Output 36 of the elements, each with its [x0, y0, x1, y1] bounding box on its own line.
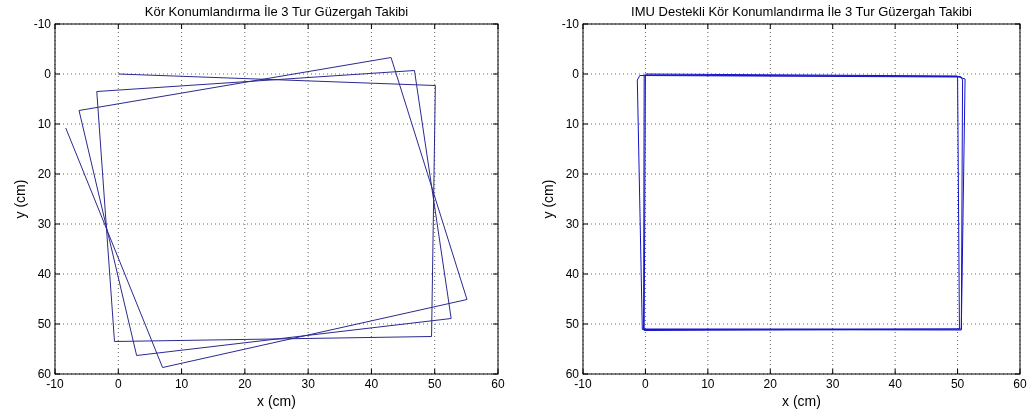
x-tick-label: 40: [364, 377, 379, 391]
x-tick-label: 40: [888, 377, 903, 391]
y-tick-label: 30: [37, 217, 52, 231]
chart-title: Kör Konumlandırma İle 3 Tur Güzergah Takibi: [144, 4, 409, 19]
y-axis-title: y (cm): [12, 179, 28, 219]
y-tick-label: 10: [565, 117, 580, 131]
x-tick-label: 30: [301, 377, 316, 391]
chart-title: IMU Destekli Kör Konumlandırma İle 3 Tur Güzergah Takibi: [631, 4, 973, 19]
y-tick-label: 0: [572, 67, 580, 81]
y-tick-label: 20: [37, 167, 52, 181]
y-tick-label: -10: [561, 17, 580, 31]
y-tick-label: 20: [565, 167, 580, 181]
x-tick-label: 60: [491, 377, 505, 391]
y-tick-label: 0: [44, 67, 52, 81]
line-series: [65, 57, 468, 368]
x-tick-label: 30: [826, 377, 840, 391]
x-tick-label: 50: [950, 377, 965, 391]
y-tick-label: 50: [565, 317, 580, 331]
x-axis-title: x (cm): [782, 393, 821, 409]
x-tick-label: 50: [428, 377, 442, 391]
x-tick-label: 10: [174, 377, 189, 391]
x-tick-label: 10: [701, 377, 715, 391]
y-tick-label: -10: [33, 17, 52, 31]
y-axis-title: y (cm): [540, 179, 556, 219]
x-tick-label: 0: [642, 377, 650, 391]
y-tick-label: 40: [565, 267, 580, 281]
x-tick-label: 60: [1013, 377, 1027, 391]
x-tick-label: 20: [238, 377, 252, 391]
y-tick-label: 50: [37, 317, 52, 331]
x-tick-label: 0: [114, 377, 122, 391]
y-tick-label: 10: [37, 117, 52, 131]
y-tick-label: 30: [565, 217, 580, 231]
line-series: [636, 73, 966, 331]
x-axis-title: x (cm): [257, 393, 296, 409]
y-tick-label: 40: [37, 267, 52, 281]
x-tick-label: 20: [763, 377, 778, 391]
